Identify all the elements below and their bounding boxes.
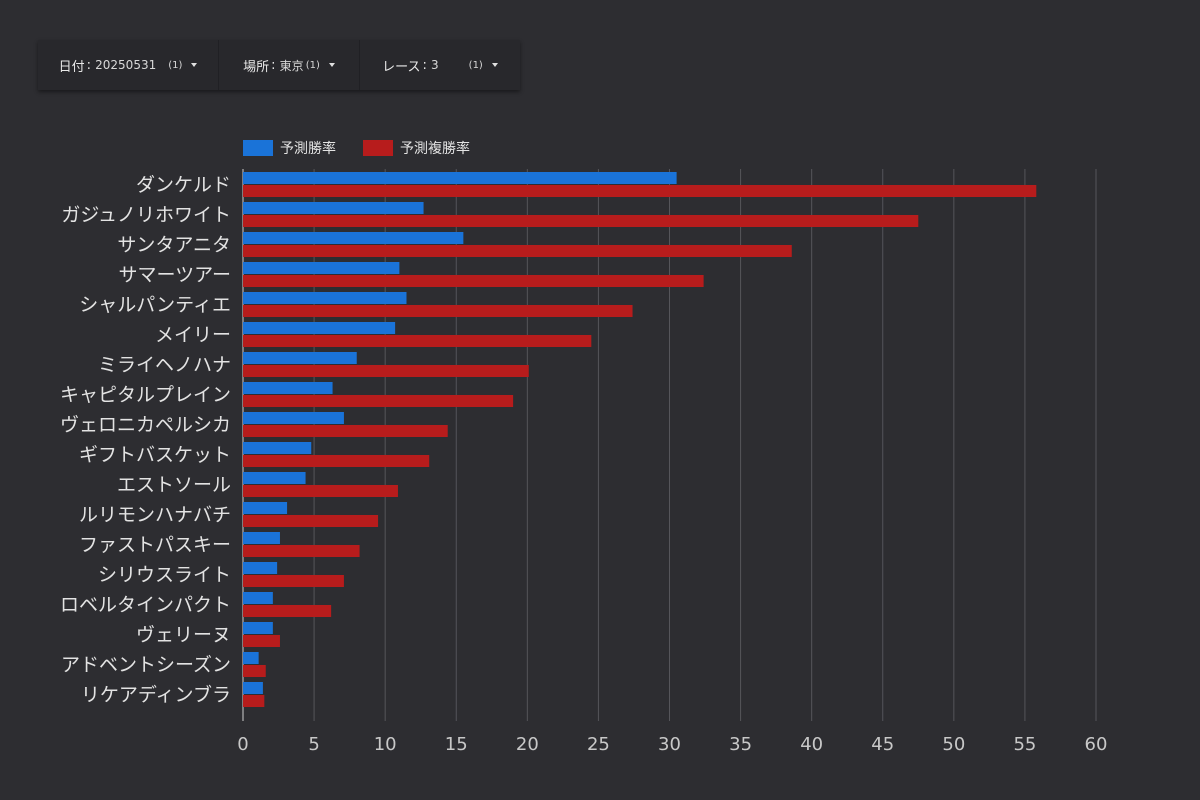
bar-place — [243, 305, 633, 317]
bar-place — [243, 185, 1037, 197]
x-tick-label: 10 — [374, 734, 397, 755]
bar-win — [243, 352, 357, 364]
bar-win — [243, 652, 259, 664]
bar-place — [243, 275, 704, 287]
filter-race-label: レース — [382, 59, 421, 75]
chart-legend: 予測勝率 予測複勝率 — [243, 140, 470, 157]
bar-win — [243, 502, 288, 514]
category-label: アドベントシーズン — [61, 654, 231, 676]
bar-place — [243, 605, 332, 617]
x-tick-label: 5 — [308, 734, 319, 755]
filter-date-count: (1) — [168, 59, 183, 71]
bar-place — [243, 635, 280, 647]
filter-date-value: 20250531 — [95, 58, 157, 72]
bar-win — [243, 562, 278, 574]
x-tick-label: 40 — [800, 734, 823, 755]
bar-win — [243, 292, 407, 304]
category-label: サマーツアー — [119, 264, 231, 286]
legend-swatch-place — [363, 140, 393, 156]
bar-place — [243, 665, 266, 677]
caret-down-icon[interactable] — [191, 63, 198, 67]
bar-place — [243, 335, 592, 347]
grid-lines — [242, 169, 1097, 721]
bar-win — [243, 472, 306, 484]
category-label: ルリモンハナバチ — [79, 504, 231, 526]
bar-place — [243, 515, 379, 527]
bar-win — [243, 412, 344, 424]
category-label: ガジュノリホワイト — [61, 204, 231, 226]
legend-label-win: 予測勝率 — [280, 140, 336, 157]
category-label: ヴェロニカペルシカ — [60, 414, 231, 436]
bars — [243, 172, 1037, 707]
category-label: サンタアニタ — [117, 234, 231, 256]
category-labels: ダンケルドガジュノリホワイトサンタアニタサマーツアーシャルパンティエメイリーミラ… — [60, 174, 231, 706]
bar-place — [243, 215, 919, 227]
filter-race[interactable]: レース: 3 (1) — [360, 40, 520, 90]
caret-down-icon[interactable] — [328, 63, 335, 67]
bar-win — [243, 532, 280, 544]
filter-venue-label: 場所 — [243, 59, 270, 75]
category-label: シャルパンティエ — [79, 294, 231, 316]
x-tick-label: 30 — [658, 734, 681, 755]
x-tick-label: 50 — [942, 734, 965, 755]
filter-race-value: 3 — [431, 58, 439, 72]
category-label: ミライヘノハナ — [98, 354, 231, 376]
x-tick-label: 60 — [1085, 734, 1108, 755]
filter-venue-count: (1) — [305, 59, 320, 71]
bar-win — [243, 232, 464, 244]
legend-label-place: 予測複勝率 — [400, 140, 470, 157]
filter-venue-value: 東京 — [279, 58, 304, 73]
category-label: シリウスライト — [98, 564, 231, 586]
bar-win — [243, 382, 333, 394]
x-tick-label: 0 — [237, 734, 248, 755]
x-tick-label: 45 — [871, 734, 894, 755]
filter-date[interactable]: 日付: 20250531 (1) — [38, 40, 219, 90]
x-tick-label: 20 — [516, 734, 539, 755]
x-tick-label: 55 — [1013, 734, 1036, 755]
bar-win — [243, 592, 273, 604]
filter-venue[interactable]: 場所: 東京 (1) — [219, 40, 360, 90]
category-label: ファストパスキー — [79, 534, 231, 556]
bar-place — [243, 365, 529, 377]
x-tick-label: 15 — [445, 734, 468, 755]
filter-bar: 日付: 20250531 (1) 場所: 東京 (1) レース: 3 (1) — [38, 40, 520, 90]
bar-place — [243, 395, 514, 407]
category-label: メイリー — [155, 324, 231, 346]
bar-place — [243, 485, 398, 497]
category-label: ギフトバスケット — [79, 444, 231, 466]
bar-win — [243, 322, 396, 334]
bar-win — [243, 202, 424, 214]
bar-place — [243, 695, 265, 707]
category-label: ダンケルド — [136, 174, 231, 196]
x-tick-label: 35 — [729, 734, 752, 755]
category-label: エストソール — [117, 474, 231, 496]
category-label: ロベルタインパクト — [60, 594, 231, 616]
x-axis-ticks: 0 5 10 15 20 25 30 35 40 45 50 55 60 — [237, 734, 1107, 755]
bar-win — [243, 172, 677, 184]
legend-swatch-win — [243, 140, 273, 156]
bar-win — [243, 622, 273, 634]
filter-date-label: 日付 — [58, 59, 85, 75]
filter-race-count: (1) — [468, 59, 483, 71]
caret-down-icon[interactable] — [491, 63, 498, 67]
category-label: リケアディンブラ — [81, 683, 231, 706]
bar-place — [243, 455, 430, 467]
bar-place — [243, 245, 792, 257]
bar-place — [243, 545, 360, 557]
bar-place — [243, 425, 448, 437]
x-tick-label: 25 — [587, 734, 610, 755]
category-label: キャピタルプレイン — [60, 384, 231, 406]
category-label: ヴェリーヌ — [136, 624, 231, 646]
bar-win — [243, 442, 312, 454]
bar-place — [243, 575, 344, 587]
bar-win — [243, 682, 263, 694]
bar-win — [243, 262, 400, 274]
